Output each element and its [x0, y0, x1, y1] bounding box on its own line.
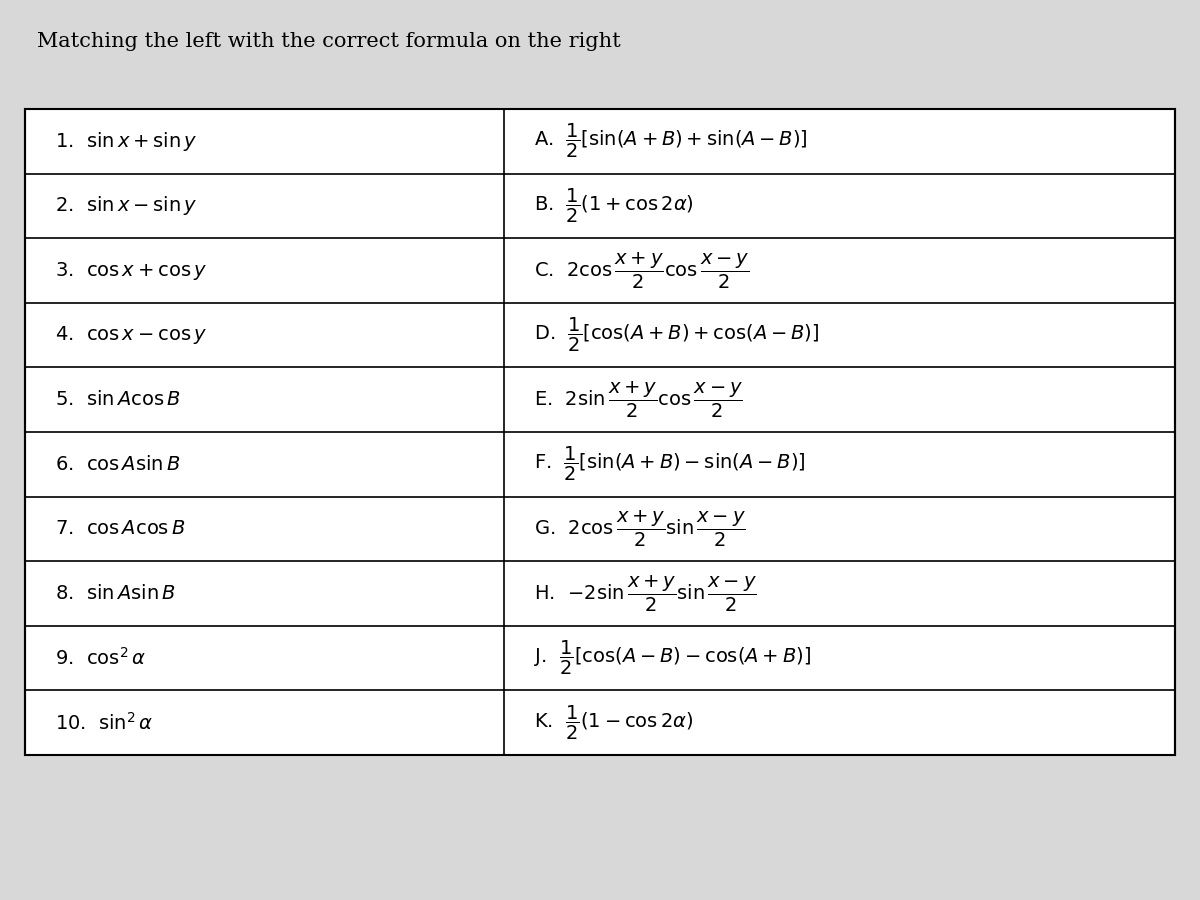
Text: J.  $\dfrac{1}{2}[\cos(A-B)-\cos(A+B)]$: J. $\dfrac{1}{2}[\cos(A-B)-\cos(A+B)]$ — [534, 639, 811, 677]
Text: C.  $2\cos\dfrac{x+y}{2}\cos\dfrac{x-y}{2}$: C. $2\cos\dfrac{x+y}{2}\cos\dfrac{x-y}{2… — [534, 250, 750, 291]
Text: G.  $2\cos\dfrac{x+y}{2}\sin\dfrac{x-y}{2}$: G. $2\cos\dfrac{x+y}{2}\sin\dfrac{x-y}{2… — [534, 508, 746, 549]
FancyBboxPatch shape — [25, 109, 1175, 755]
Text: 7.  $\cos A \cos B$: 7. $\cos A \cos B$ — [55, 519, 186, 538]
Text: D.  $\dfrac{1}{2}[\cos(A+B)+\cos(A-B)]$: D. $\dfrac{1}{2}[\cos(A+B)+\cos(A-B)]$ — [534, 316, 820, 355]
Text: 1.  $\sin x + \sin y$: 1. $\sin x + \sin y$ — [55, 130, 198, 153]
Text: 6.  $\cos A \sin B$: 6. $\cos A \sin B$ — [55, 454, 181, 474]
Text: 9.  $\cos^2 \alpha$: 9. $\cos^2 \alpha$ — [55, 647, 146, 669]
Text: 3.  $\cos x + \cos y$: 3. $\cos x + \cos y$ — [55, 259, 208, 282]
Text: F.  $\dfrac{1}{2}[\sin(A+B)-\sin(A-B)]$: F. $\dfrac{1}{2}[\sin(A+B)-\sin(A-B)]$ — [534, 446, 806, 483]
Text: A.  $\dfrac{1}{2}[\sin(A+B)+\sin(A-B)]$: A. $\dfrac{1}{2}[\sin(A+B)+\sin(A-B)]$ — [534, 122, 808, 160]
Text: K.  $\dfrac{1}{2}(1-\cos 2\alpha)$: K. $\dfrac{1}{2}(1-\cos 2\alpha)$ — [534, 704, 694, 742]
Text: H.  $-2\sin\dfrac{x+y}{2}\sin\dfrac{x-y}{2}$: H. $-2\sin\dfrac{x+y}{2}\sin\dfrac{x-y}{… — [534, 573, 757, 614]
Text: 8.  $\sin A \sin B$: 8. $\sin A \sin B$ — [55, 584, 176, 603]
Text: 2.  $\sin x - \sin y$: 2. $\sin x - \sin y$ — [55, 194, 198, 218]
Text: 4.  $\cos x - \cos y$: 4. $\cos x - \cos y$ — [55, 324, 208, 346]
Text: E.  $2\sin\dfrac{x+y}{2}\cos\dfrac{x-y}{2}$: E. $2\sin\dfrac{x+y}{2}\cos\dfrac{x-y}{2… — [534, 380, 743, 419]
Text: B.  $\dfrac{1}{2}(1+\cos 2\alpha)$: B. $\dfrac{1}{2}(1+\cos 2\alpha)$ — [534, 187, 694, 225]
Text: 10.  $\sin^2 \alpha$: 10. $\sin^2 \alpha$ — [55, 712, 154, 733]
Text: Matching the left with the correct formula on the right: Matching the left with the correct formu… — [37, 32, 622, 51]
Text: 5.  $\sin A \cos B$: 5. $\sin A \cos B$ — [55, 391, 181, 410]
